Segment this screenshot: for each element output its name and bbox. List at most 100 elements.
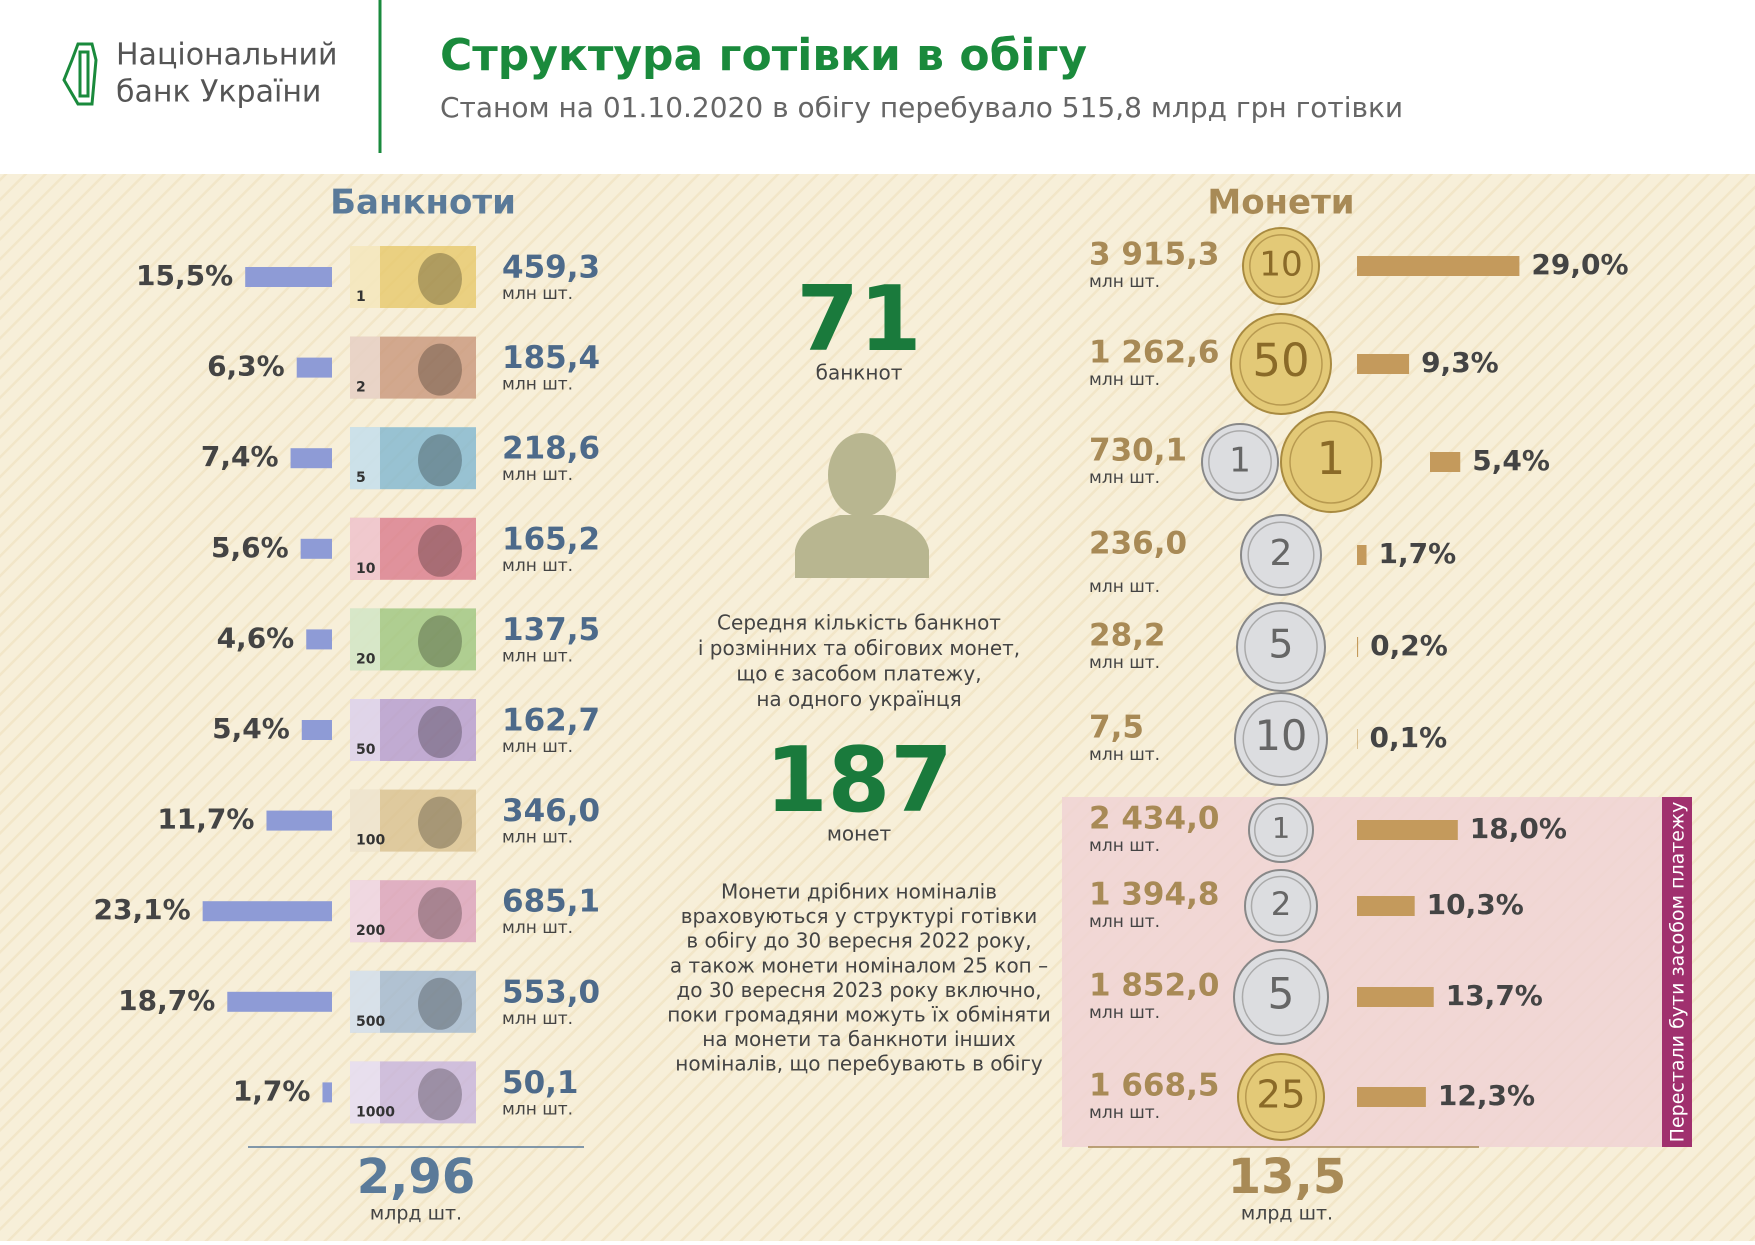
big-number: 187 <box>765 728 953 833</box>
share-bar <box>1357 1087 1426 1107</box>
withdrawn-strip <box>1662 797 1692 1147</box>
count: 1 852,0 <box>1089 968 1219 1004</box>
unit: млн шт. <box>1089 272 1160 292</box>
coin-rim <box>1239 322 1323 406</box>
share-bar <box>245 267 332 287</box>
coin <box>1240 514 1322 596</box>
coin-rim <box>1241 957 1321 1037</box>
share-label: 10,3% <box>1427 888 1524 921</box>
portrait <box>418 434 462 487</box>
coin <box>1201 423 1279 501</box>
banknote-field <box>350 1061 380 1124</box>
coin <box>1237 1053 1325 1141</box>
coin-denomination: 2 <box>1270 533 1293 574</box>
coin-denomination: 5 <box>1268 970 1295 1019</box>
share-bar <box>1357 256 1520 276</box>
share-bar <box>1357 637 1359 657</box>
share-bar <box>1357 354 1410 374</box>
coin-rim <box>1250 875 1312 937</box>
count: 1 394,8 <box>1089 877 1219 913</box>
count: 685,1 <box>502 884 600 920</box>
big-number: 71 <box>796 267 921 372</box>
banknote-field <box>350 699 380 761</box>
share-label: 23,1% <box>93 893 190 926</box>
unit: млн шт. <box>502 375 573 395</box>
share-label: 12,3% <box>1438 1079 1535 1112</box>
unit: млн шт. <box>1089 745 1160 765</box>
banknote-denomination: 1 <box>356 289 366 305</box>
count: 165,2 <box>502 521 600 557</box>
note-line: а також монети номіналом 25 коп – <box>670 953 1048 977</box>
banknote-image: 100 <box>350 789 476 852</box>
share-label: 9,3% <box>1421 346 1499 379</box>
portrait <box>418 343 462 396</box>
coin-rim <box>1254 803 1308 857</box>
share-label: 7,4% <box>201 440 279 473</box>
coin <box>1244 869 1318 943</box>
unit: млн шт. <box>1089 370 1160 390</box>
count: 185,4 <box>502 340 600 376</box>
banknote-denomination: 200 <box>356 923 385 939</box>
unit: млн шт. <box>1089 653 1160 673</box>
banknote-denomination: 100 <box>356 833 385 849</box>
portrait <box>418 887 462 940</box>
unit: млн шт. <box>1089 468 1160 488</box>
share-label: 1,7% <box>233 1074 311 1107</box>
share-bar <box>227 991 332 1012</box>
share-label: 13,7% <box>1446 979 1543 1012</box>
coin-denomination: 10 <box>1259 245 1303 285</box>
count: 236,0 <box>1089 526 1187 562</box>
share-bar <box>1357 896 1415 916</box>
coin <box>1242 227 1320 305</box>
banknote-denomination: 500 <box>356 1014 385 1030</box>
count: 346,0 <box>502 793 600 829</box>
count: 459,3 <box>502 250 600 286</box>
person-icon <box>795 433 929 578</box>
note-line: враховуються у структурі готівки <box>681 904 1037 928</box>
subtitle: Станом на 01.10.2020 в обігу перебувало … <box>440 91 1403 124</box>
portrait <box>418 1068 462 1121</box>
portrait <box>418 524 462 577</box>
note-line: до 30 вересня 2023 року включно, <box>676 978 1041 1002</box>
note-line: номіналів, що перебувають в обігу <box>675 1052 1043 1076</box>
share-bar <box>301 720 332 740</box>
portrait <box>418 977 462 1030</box>
banknote-image: 10 <box>350 517 476 580</box>
title: Структура готівки в обігу <box>440 30 1087 81</box>
unit: млн шт. <box>502 556 573 576</box>
count: 1 262,6 <box>1089 335 1219 371</box>
share-bar <box>1357 729 1358 749</box>
banknote-field <box>350 246 380 308</box>
share-bar <box>1430 452 1461 472</box>
share-label: 1,7% <box>1379 537 1457 570</box>
unit: млн шт. <box>1089 912 1160 932</box>
count: 28,2 <box>1089 618 1166 654</box>
note-line: в обігу до 30 вересня 2022 року, <box>686 929 1031 953</box>
banknote-image: 1000 <box>350 1061 476 1124</box>
coin-rim <box>1247 521 1315 589</box>
banknote-image: 1 <box>350 246 476 308</box>
portrait <box>418 253 462 305</box>
coin-rim <box>1249 234 1313 298</box>
coin-rim <box>1208 430 1272 494</box>
share-bar <box>296 357 332 378</box>
logo-text: банк України <box>116 75 321 110</box>
banknote-field <box>350 970 380 1033</box>
share-label: 15,5% <box>136 259 233 292</box>
share-bar <box>1357 545 1367 565</box>
coin-denomination: 1 <box>1229 441 1251 481</box>
banknote-image: 50 <box>350 699 476 761</box>
banknote-image: 500 <box>350 970 476 1033</box>
unit: млн шт. <box>1089 577 1160 597</box>
coin-rim <box>1244 610 1318 684</box>
banknote-field <box>350 789 380 852</box>
section-title: Монети <box>1207 183 1354 223</box>
banknote-denomination: 50 <box>356 742 376 758</box>
unit: млн шт. <box>502 465 573 485</box>
share-bar <box>290 448 332 469</box>
unit: млн шт. <box>1089 1103 1160 1123</box>
unit: млн шт. <box>1089 1003 1160 1023</box>
unit: млн шт. <box>502 737 573 757</box>
